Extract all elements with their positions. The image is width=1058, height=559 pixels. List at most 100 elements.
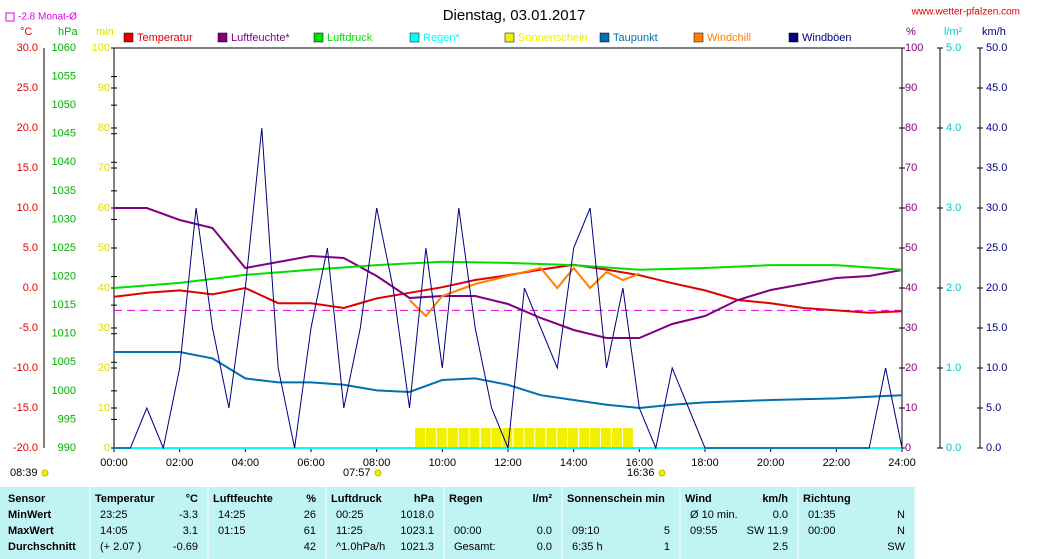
table-cell: (+ 2.07 ): [100, 541, 141, 553]
y-tick-label: 1015: [52, 299, 76, 311]
y-tick-label: 50.0: [986, 42, 1007, 54]
table-bg: [0, 487, 915, 559]
time-marker: 08:39: [10, 467, 38, 479]
legend-swatch: [217, 32, 228, 43]
table-cell: 14:05: [100, 525, 128, 537]
table-cell: -0.69: [173, 541, 198, 553]
table-cell: Ø 10 min.: [690, 509, 738, 521]
x-tick-label: 20:00: [757, 457, 785, 469]
table-cell: 1021.3: [400, 541, 434, 553]
y-tick-label: 30.0: [17, 42, 38, 54]
table-cell: 1: [664, 541, 670, 553]
y-tick-label: 1005: [52, 356, 76, 368]
table-cell: Sonnenschein min: [567, 493, 665, 505]
y-tick-label: 4.0: [946, 122, 961, 134]
table-cell: 1023.1: [400, 525, 434, 537]
axis-unit: l/m²: [944, 26, 963, 38]
legend-label: Temperatur: [137, 32, 193, 44]
y-tick-label: 1045: [52, 128, 76, 140]
table-cell: 0.0: [537, 525, 552, 537]
table-cell: 00:25: [336, 509, 364, 521]
sun-icon: [658, 469, 666, 477]
table-cell: hPa: [414, 493, 435, 505]
y-tick-label: 1030: [52, 213, 76, 225]
y-tick-label: 70: [98, 162, 110, 174]
y-tick-label: 40: [98, 282, 110, 294]
y-tick-label: 50: [905, 242, 917, 254]
legend-label: Windchill: [707, 32, 751, 44]
x-tick-label: 06:00: [297, 457, 325, 469]
y-tick-label: -15.0: [13, 402, 38, 414]
table-cell: km/h: [762, 493, 788, 505]
y-tick-label: -20.0: [13, 442, 38, 454]
y-tick-label: 90: [98, 82, 110, 94]
sun-bar: [491, 428, 502, 448]
legend-swatch: [123, 32, 134, 43]
y-tick-label: 15.0: [17, 162, 38, 174]
y-tick-label: 5.0: [946, 42, 961, 54]
y-tick-label: 20: [98, 362, 110, 374]
x-tick-label: 24:00: [888, 457, 916, 469]
legend-swatch: [599, 32, 610, 43]
y-tick-label: 0.0: [946, 442, 961, 454]
y-tick-label: 10.0: [986, 362, 1007, 374]
table-cell: N: [897, 525, 905, 537]
time-marker: 07:57: [343, 467, 371, 479]
x-tick-label: 10:00: [429, 457, 457, 469]
axis-unit: °C: [20, 26, 32, 38]
table-cell: 2.5: [773, 541, 788, 553]
table-cell: 09:10: [572, 525, 600, 537]
table-cell: Luftdruck: [331, 493, 383, 505]
table-cell: Temperatur: [95, 493, 155, 505]
y-tick-label: 50: [98, 242, 110, 254]
sun-bar: [568, 428, 579, 448]
table-cell: MaxWert: [8, 525, 54, 537]
table-cell: ^1.0hPa/h: [336, 541, 385, 553]
table-cell: -3.3: [179, 509, 198, 521]
y-tick-label: -5.0: [19, 322, 38, 334]
legend-swatch: [788, 32, 799, 43]
table-cell: 0.0: [537, 541, 552, 553]
legend-label: Regen*: [423, 32, 460, 44]
sun-bar: [557, 428, 568, 448]
x-tick-label: 18:00: [691, 457, 719, 469]
table-cell: 26: [304, 509, 316, 521]
y-tick-label: 90: [905, 82, 917, 94]
table-cell: Sensor: [8, 493, 46, 505]
time-marker: 16:36: [627, 467, 655, 479]
y-tick-label: 40.0: [986, 122, 1007, 134]
y-tick-label: 35.0: [986, 162, 1007, 174]
y-tick-label: 10.0: [17, 202, 38, 214]
legend-label: Luftdruck: [327, 32, 373, 44]
sun-bar: [447, 428, 458, 448]
y-tick-label: 995: [58, 413, 76, 425]
legend-swatch: [693, 32, 704, 43]
y-tick-label: 0: [104, 442, 110, 454]
y-tick-label: 45.0: [986, 82, 1007, 94]
x-tick-label: 02:00: [166, 457, 194, 469]
y-tick-label: 30: [905, 322, 917, 334]
y-tick-label: 1020: [52, 270, 76, 282]
y-tick-label: 15.0: [986, 322, 1007, 334]
y-tick-label: 10: [905, 402, 917, 414]
axis-unit: hPa: [58, 26, 78, 38]
sun-icon: [41, 469, 49, 477]
legend-swatch: [504, 32, 515, 43]
table-cell: °C: [186, 493, 198, 505]
source: www.wetter-pfalzen.com: [911, 7, 1020, 18]
sun-bar: [458, 428, 469, 448]
legend-label: Luftfeuchte*: [231, 32, 290, 44]
legend-label: Taupunkt: [613, 32, 658, 44]
y-tick-label: 1000: [52, 385, 76, 397]
sun-bar: [600, 428, 611, 448]
table-cell: Richtung: [803, 493, 851, 505]
sun-bar: [579, 428, 590, 448]
series-line: [408, 266, 640, 318]
y-tick-label: 1010: [52, 328, 76, 340]
table-cell: l/m²: [532, 493, 552, 505]
y-tick-label: 40: [905, 282, 917, 294]
y-tick-label: 60: [98, 202, 110, 214]
y-tick-label: 25.0: [986, 242, 1007, 254]
